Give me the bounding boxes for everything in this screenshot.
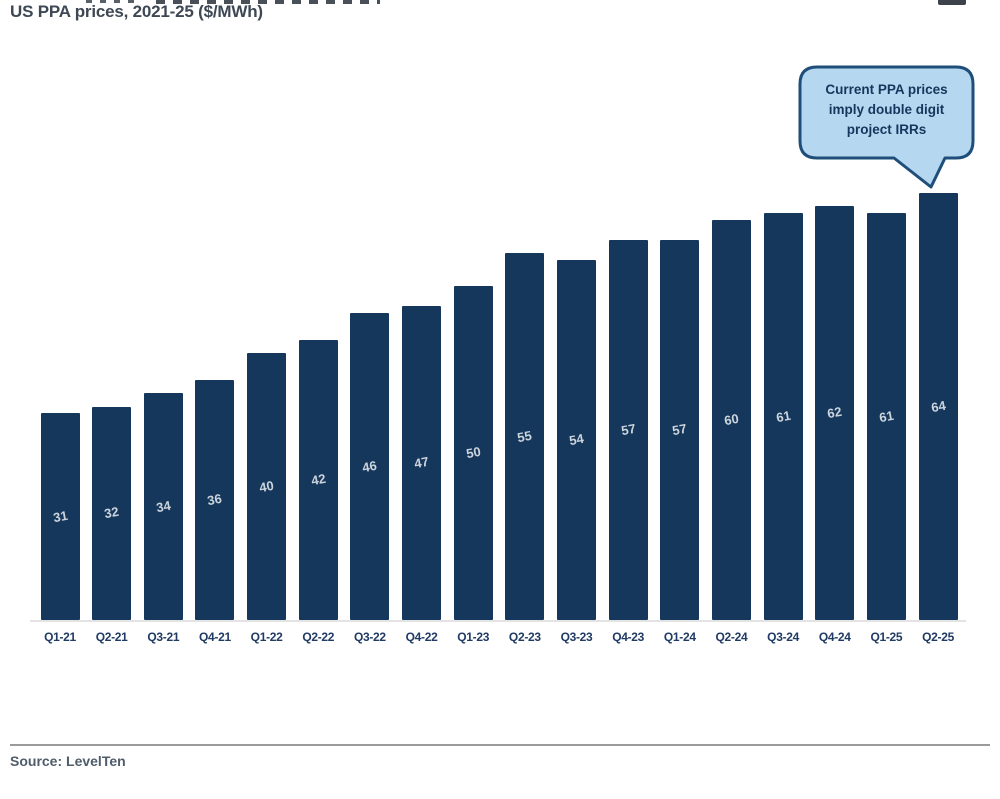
bar-Q2-23: 55 [505, 253, 545, 620]
x-axis-label: Q2-24 [715, 630, 748, 644]
bar-Q1-23: 50 [453, 286, 493, 620]
bar-Q1-24: 57 [660, 239, 700, 620]
x-axis-label: Q2-22 [302, 630, 335, 644]
x-axis-label: Q4-21 [199, 630, 231, 644]
bar-value-label: 57 [671, 420, 689, 438]
bar-Q1-22: 40 [247, 353, 287, 620]
x-axis-label: Q2-21 [95, 630, 128, 644]
x-axis-label: Q1-22 [250, 630, 283, 644]
bar-Q4-21: 36 [195, 379, 235, 620]
bar-Q1-21: 31 [40, 413, 80, 620]
bar-Q3-23: 54 [557, 259, 596, 620]
bar-Q3-24: 61 [763, 213, 803, 620]
x-axis-label: Q3-24 [767, 630, 800, 644]
bar-Q3-22: 46 [350, 313, 390, 620]
callout-line: imply double digit [828, 102, 945, 117]
bar-value-label: 54 [568, 430, 585, 449]
bar-value-label: 57 [619, 420, 637, 438]
bar-value-label: 60 [723, 410, 740, 428]
clipped-text-fragment [938, 0, 966, 5]
bar-value-label: 64 [929, 397, 947, 415]
bar-Q3-21: 34 [143, 393, 183, 620]
x-axis-label: Q4-24 [818, 630, 851, 644]
clipped-text-fragment [86, 0, 134, 3]
chart-title: US PPA prices, 2021-25 ($/MWh) [10, 2, 263, 21]
bar-value-label: 36 [206, 490, 224, 509]
x-axis-label: Q3-21 [147, 630, 180, 644]
x-axis-label: Q3-23 [560, 630, 593, 644]
bar-value-label: 50 [464, 444, 482, 462]
callout-line: Current PPA prices [825, 82, 948, 97]
source-attribution: Source: LevelTen [10, 753, 126, 769]
x-axis-label: Q1-24 [663, 630, 696, 644]
bar-value-label: 40 [258, 477, 276, 495]
x-axis-baseline [30, 620, 966, 622]
bar-value-label: 46 [361, 457, 379, 475]
bar-Q2-22: 42 [298, 339, 338, 620]
bar-Q4-22: 47 [402, 306, 442, 620]
bar-value-label: 62 [826, 404, 844, 422]
footer-divider [10, 744, 990, 746]
bar-Q4-24: 62 [815, 206, 855, 620]
callout-line: project IRRs [846, 122, 927, 137]
x-axis-label: Q1-25 [870, 630, 903, 644]
bar-value-label: 61 [877, 407, 895, 425]
bar-chart: 31 32 34 36 40 42 46 47 50 55 54 57 57 60 61 62 61 64 Q1-… [30, 193, 966, 644]
bar-value-label: 61 [774, 407, 792, 425]
x-axis-label: Q4-23 [612, 630, 645, 644]
bar-Q4-23: 57 [608, 239, 648, 620]
bar-value-label: 32 [103, 504, 121, 522]
x-axis-label: Q1-23 [457, 630, 490, 644]
callout-text: Current PPA prices imply double digit pr… [800, 80, 973, 140]
x-axis-label: Q4-22 [405, 630, 438, 644]
bar-value-label: 31 [51, 507, 69, 525]
bar-value-label: 42 [309, 470, 327, 489]
bar-Q2-25: 64 [918, 193, 958, 620]
x-axis-label: Q2-23 [508, 630, 541, 644]
bar-Q1-25: 61 [866, 213, 906, 620]
bar-Q2-24: 60 [711, 219, 751, 620]
bar-value-label: 47 [413, 454, 430, 472]
clipped-text-fragment [156, 0, 380, 4]
x-axis-label: Q3-22 [353, 630, 386, 644]
bar-value-label: 55 [516, 427, 534, 445]
bar-value-label: 34 [154, 497, 172, 515]
x-axis-label: Q2-25 [922, 630, 954, 644]
x-axis-label: Q1-21 [44, 630, 76, 644]
bar-Q2-21: 32 [92, 406, 132, 620]
